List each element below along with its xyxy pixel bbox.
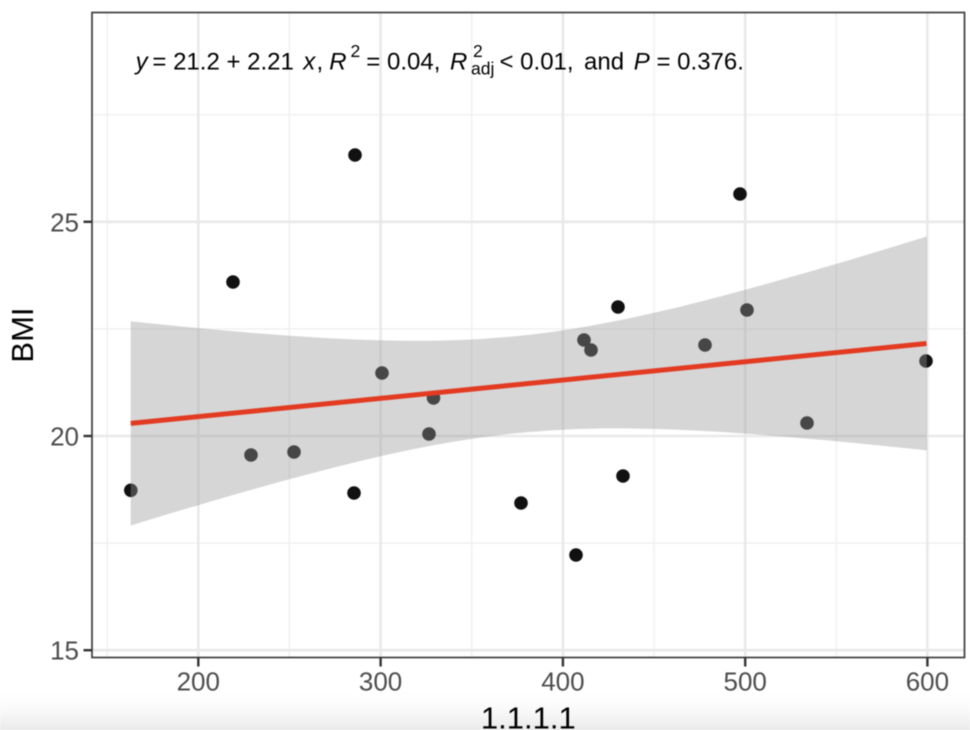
svg-text:R: R	[450, 49, 467, 76]
svg-text:600: 600	[906, 667, 949, 697]
svg-text:200: 200	[177, 667, 220, 697]
svg-text:= 0.04,: = 0.04,	[366, 49, 440, 76]
svg-text:500: 500	[724, 667, 767, 697]
svg-text:25: 25	[50, 207, 79, 237]
svg-text:R: R	[329, 49, 346, 76]
svg-text:300: 300	[359, 667, 402, 697]
svg-text:= 21.2 + 2.21: = 21.2 + 2.21	[152, 49, 293, 76]
svg-text:< 0.01,: < 0.01,	[500, 49, 574, 76]
svg-text:y: y	[134, 49, 150, 76]
svg-text:1.1.1.1: 1.1.1.1	[481, 701, 576, 730]
svg-text:,: ,	[317, 49, 324, 76]
svg-text:and: and	[584, 49, 624, 76]
svg-text:15: 15	[50, 636, 79, 666]
svg-text:2: 2	[473, 41, 483, 61]
svg-text:400: 400	[541, 667, 584, 697]
svg-text:P: P	[634, 49, 650, 76]
svg-text:x: x	[302, 49, 316, 76]
svg-text:20: 20	[50, 422, 79, 452]
svg-text:2: 2	[351, 41, 361, 61]
svg-text:adj: adj	[471, 59, 494, 79]
svg-text:= 0.376.: = 0.376.	[657, 49, 744, 76]
svg-text:BMI: BMI	[5, 307, 40, 362]
